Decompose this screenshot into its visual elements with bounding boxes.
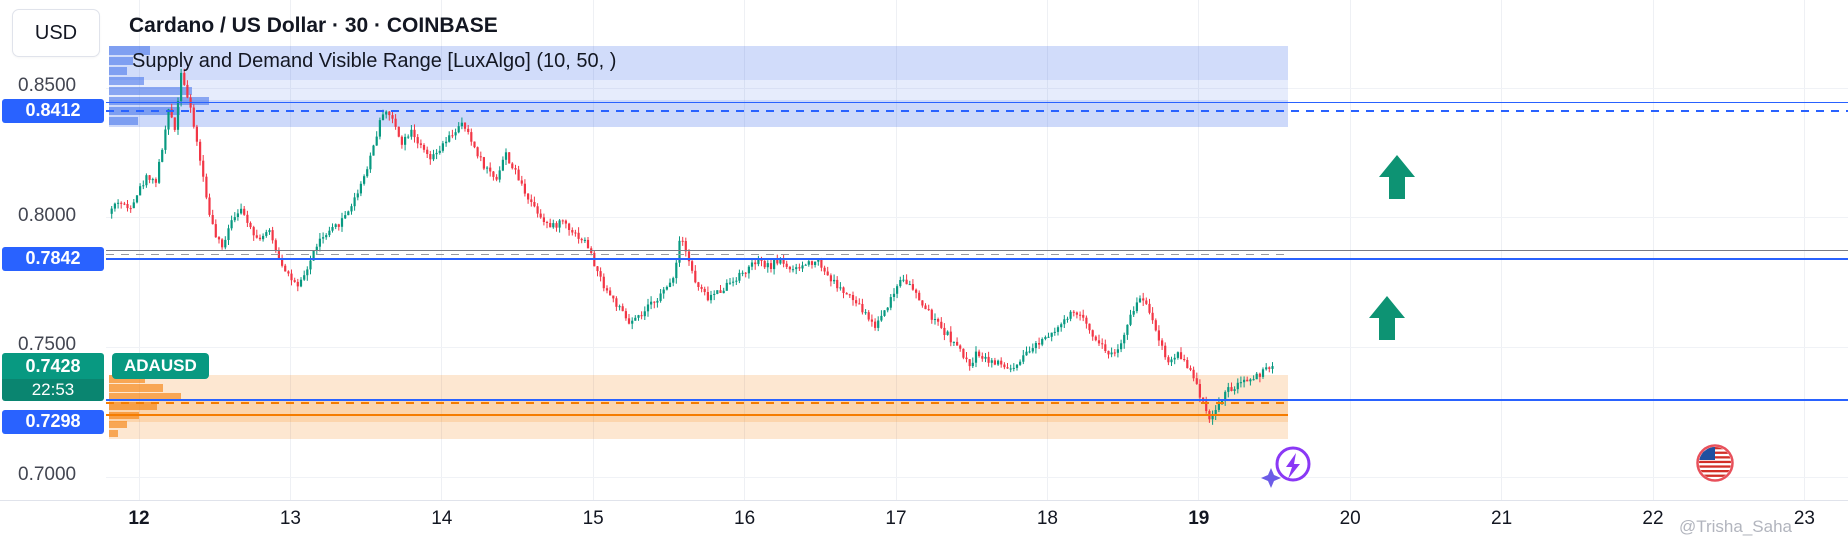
volume-profile-bar bbox=[108, 384, 163, 392]
time-axis-separator bbox=[0, 500, 1848, 501]
grid-line bbox=[441, 0, 443, 500]
time-axis-label: 14 bbox=[431, 508, 453, 529]
price-badge[interactable]: 0.8412 bbox=[2, 98, 104, 123]
price-level-line[interactable] bbox=[106, 257, 1848, 260]
last-price-badge[interactable]: 0.7428 bbox=[2, 353, 104, 380]
price-level-line[interactable] bbox=[106, 101, 1848, 104]
time-axis-label: 17 bbox=[885, 508, 907, 529]
volume-profile-bar bbox=[108, 116, 138, 126]
time-axis-label: 23 bbox=[1793, 508, 1815, 529]
volume-profile-bar bbox=[108, 66, 127, 76]
grid-line bbox=[106, 476, 1848, 478]
watermark: @Trisha_Saha bbox=[1678, 517, 1792, 536]
zone-band bbox=[108, 99, 1289, 127]
zone-band bbox=[108, 374, 1289, 399]
grid-line bbox=[744, 0, 746, 500]
grid-line bbox=[289, 0, 291, 500]
zone-band bbox=[108, 421, 1289, 439]
grid-line bbox=[106, 217, 1848, 219]
time-axis-label: 19 bbox=[1188, 508, 1210, 529]
zone-band bbox=[108, 399, 1289, 422]
volume-profile-bar bbox=[108, 56, 133, 66]
zone-band bbox=[108, 80, 1289, 100]
up-arrow-icon[interactable] bbox=[1367, 294, 1407, 342]
grid-line bbox=[1652, 0, 1654, 500]
volume-profile-bar bbox=[108, 429, 119, 438]
volume-profile-bar bbox=[108, 420, 127, 429]
us-flag-icon bbox=[1694, 442, 1736, 484]
currency-usd-button[interactable]: USD bbox=[12, 9, 100, 57]
price-level-line[interactable] bbox=[106, 250, 1848, 252]
grid-line bbox=[592, 0, 594, 500]
price-tick-label: 0.8500 bbox=[18, 75, 77, 96]
time-axis-label: 22 bbox=[1642, 508, 1664, 529]
grid-line bbox=[138, 0, 140, 500]
price-level-line[interactable] bbox=[106, 109, 1848, 112]
price-tick-label: 0.8000 bbox=[18, 204, 77, 226]
symbol-tag: ADAUSD bbox=[112, 353, 209, 380]
volume-profile-bar bbox=[108, 86, 192, 96]
volume-profile-bar bbox=[108, 402, 157, 411]
volume-profile-bar bbox=[108, 393, 181, 401]
countdown-badge: 22:53 bbox=[2, 379, 104, 402]
indicator-title[interactable]: Supply and Demand Visible Range [LuxAlgo… bbox=[132, 50, 617, 72]
time-axis-label: 12 bbox=[128, 508, 150, 529]
time-axis-label: 20 bbox=[1339, 508, 1361, 529]
price-badge[interactable]: 0.7842 bbox=[2, 246, 104, 271]
up-arrow-icon[interactable] bbox=[1377, 153, 1417, 201]
price-badge[interactable]: 0.7298 bbox=[2, 409, 104, 434]
grid-line bbox=[1046, 0, 1048, 500]
price-level-line[interactable] bbox=[106, 402, 1289, 404]
price-tick-label: 0.7000 bbox=[18, 464, 77, 486]
grid-line bbox=[1803, 0, 1805, 500]
price-level-line[interactable] bbox=[106, 398, 1848, 401]
grid-line bbox=[1349, 0, 1351, 500]
symbol-title[interactable]: Cardano / US Dollar · 30 · COINBASE bbox=[129, 14, 498, 37]
grid-line bbox=[106, 346, 1848, 348]
price-level-line[interactable] bbox=[106, 414, 1289, 416]
time-axis-label: 18 bbox=[1036, 508, 1058, 529]
time-axis-label: 16 bbox=[734, 508, 756, 529]
volume-profile-bar bbox=[108, 411, 139, 420]
time-axis-label: 21 bbox=[1491, 508, 1513, 529]
lightning-bolt-icon[interactable] bbox=[1257, 440, 1313, 492]
grid-line bbox=[1198, 0, 1200, 500]
volume-profile-bar bbox=[108, 374, 145, 383]
price-level-line[interactable] bbox=[106, 254, 1289, 256]
grid-line bbox=[1501, 0, 1503, 500]
time-axis-label: 15 bbox=[582, 508, 604, 529]
grid-line bbox=[895, 0, 897, 500]
volume-profile-bar bbox=[108, 76, 144, 86]
grid-line bbox=[106, 87, 1848, 89]
volume-profile-bar bbox=[108, 96, 209, 106]
price-tick-label: 0.7500 bbox=[18, 334, 77, 356]
volume-profile-bar bbox=[108, 106, 180, 116]
time-axis-label: 13 bbox=[279, 508, 301, 529]
